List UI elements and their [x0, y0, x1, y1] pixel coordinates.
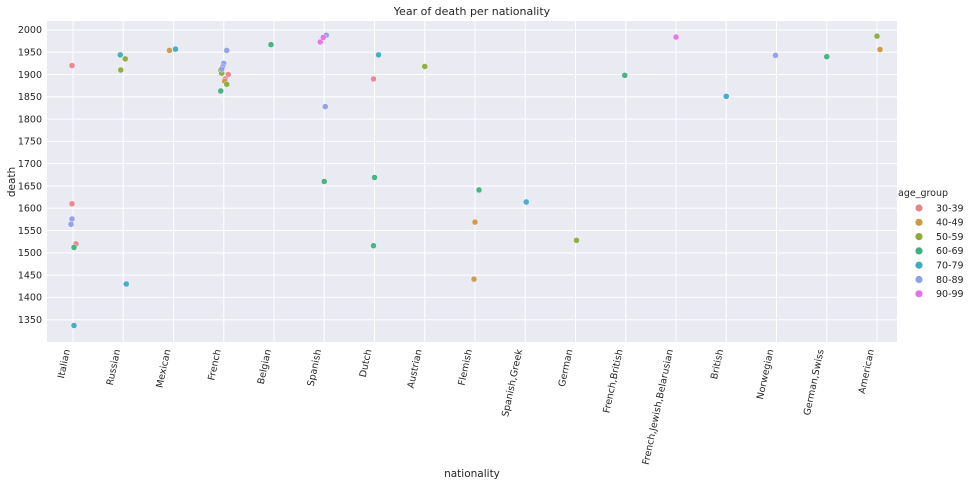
x-tick-label: British: [709, 348, 726, 380]
x-tick-label: Belgian: [256, 348, 274, 385]
data-point: [621, 72, 628, 79]
x-axis-title: nationality: [444, 468, 500, 480]
y-tick-label: 1450: [18, 270, 42, 281]
data-point: [876, 46, 884, 53]
data-point: [375, 51, 382, 59]
y-tick-label: 1500: [18, 248, 42, 259]
data-point: [68, 200, 76, 207]
x-tick-label: Mexican: [155, 348, 174, 389]
x-tick-labels: Italian Russian Mexican French Belgian Spanis…: [56, 348, 877, 466]
y-tick-label: 1800: [18, 114, 42, 125]
data-point: [873, 32, 881, 40]
data-point: [723, 93, 730, 100]
data-point: [70, 322, 78, 329]
y-tick-label: 2000: [18, 25, 42, 36]
data-point: [166, 47, 173, 54]
y-axis-title: death: [6, 167, 18, 197]
data-point: [117, 66, 124, 74]
y-tick-label: 1750: [18, 137, 42, 148]
x-tick-label: German: [557, 348, 576, 388]
y-tick-label: 1350: [18, 315, 42, 326]
y-tick-label: 1650: [18, 181, 42, 192]
data-point: [117, 51, 124, 59]
x-tick-label: Spanish,Greek: [500, 348, 525, 418]
legend-label: 40-49: [936, 218, 964, 229]
x-tick-label: French,British: [601, 348, 625, 414]
plot-background: [47, 21, 897, 342]
data-point: [475, 186, 483, 194]
legend-title: age_group: [898, 188, 948, 199]
legend-marker: [915, 204, 923, 212]
data-point: [370, 75, 377, 83]
x-tick-label: Russian: [105, 348, 123, 386]
x-tick-label: Spanish: [306, 348, 325, 387]
x-tick-label: French: [206, 348, 223, 381]
legend-label: 80-89: [936, 275, 964, 286]
legend-label: 30-39: [936, 203, 964, 214]
y-tick-label: 1900: [18, 70, 42, 81]
legend-label: 60-69: [936, 246, 964, 257]
legend-marker: [915, 290, 923, 298]
data-point: [320, 34, 327, 41]
data-point: [172, 45, 179, 53]
y-tick-labels: 1350 1400 1450 1500 1550 1600 1650 1700 1750 1800…: [18, 25, 42, 326]
data-point: [421, 63, 428, 70]
legend-marker: [915, 275, 923, 284]
x-tick-label: Norwegian: [755, 348, 776, 400]
y-tick-label: 1550: [18, 226, 42, 237]
legend-marker: [915, 233, 923, 241]
x-tick-label: Italian: [56, 348, 73, 379]
data-point: [217, 87, 224, 95]
y-tick-label: 1400: [18, 293, 42, 304]
data-points: [67, 32, 884, 329]
y-tick-label: 1850: [18, 92, 42, 103]
chart-title: Year of death per nationality: [393, 5, 551, 18]
x-tick-label: German,Swiss: [802, 348, 827, 416]
x-tick-label: French,Jewish,Belarusian: [641, 348, 676, 466]
y-tick-label: 1950: [18, 48, 42, 59]
data-point: [317, 38, 324, 46]
data-point: [322, 103, 329, 110]
x-tick-label: Flemish: [457, 348, 475, 386]
legend-label: 90-99: [936, 289, 964, 300]
y-tick-label: 1600: [18, 204, 42, 215]
data-point: [267, 41, 275, 48]
x-tick-label: Austrian: [406, 348, 425, 389]
data-point: [823, 53, 830, 60]
legend-marker: [915, 247, 923, 255]
legend: age_group 30-39 40-49 50-59 60-69 70-79 80-89…: [898, 188, 964, 300]
data-point: [470, 275, 478, 283]
data-point: [218, 65, 225, 73]
data-point: [223, 81, 230, 88]
data-point: [223, 47, 230, 54]
data-point: [471, 218, 479, 226]
data-point: [573, 237, 580, 244]
data-point: [370, 242, 377, 249]
data-point: [68, 62, 76, 69]
data-point: [122, 55, 129, 63]
data-point: [67, 221, 75, 228]
data-point: [68, 215, 76, 223]
x-tick-label: American: [857, 348, 877, 395]
data-point: [123, 280, 130, 288]
data-point: [371, 174, 378, 181]
data-point: [321, 178, 328, 185]
data-point: [70, 244, 78, 251]
data-point: [672, 33, 680, 41]
grid-lines: [47, 21, 897, 342]
legend-marker: [915, 261, 923, 269]
x-tick-label: Dutch: [358, 348, 375, 378]
data-point: [225, 71, 232, 78]
legend-label: 70-79: [936, 261, 964, 272]
data-point: [772, 52, 779, 59]
y-tick-label: 1700: [18, 159, 42, 170]
legend-label: 50-59: [936, 232, 964, 243]
data-point: [523, 198, 530, 206]
legend-marker: [915, 218, 923, 226]
